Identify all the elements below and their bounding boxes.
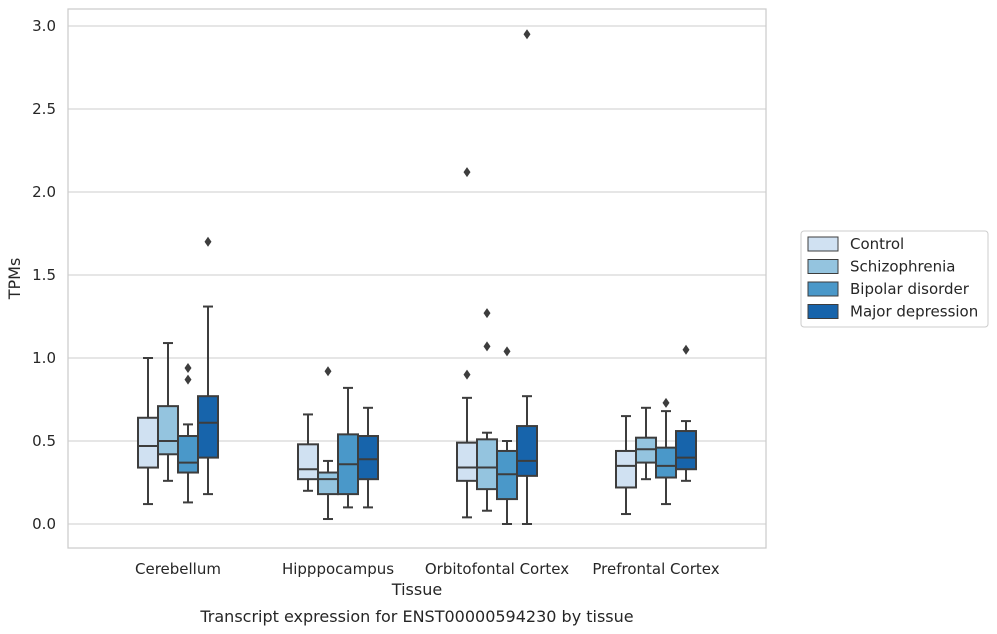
x-tick-labels: Cerebellum Hipppocampus Orbitofontal Corte…	[135, 560, 720, 578]
legend-item: Control	[807, 235, 904, 253]
legend-item: Schizophrenia	[807, 258, 955, 276]
chart-caption: Transcript expression for ENST0000059423…	[199, 607, 633, 626]
outlier-point	[483, 308, 491, 319]
legend-swatch	[807, 281, 839, 297]
box	[615, 415, 637, 516]
series-bipolar-disorder	[177, 346, 677, 525]
box	[476, 308, 498, 512]
outlier-point	[463, 369, 471, 380]
box-body	[516, 425, 538, 477]
box-body	[297, 443, 319, 481]
box	[317, 366, 339, 521]
legend-label: Major depression	[850, 303, 978, 321]
y-tick-labels: 0.0 0.5 1.0 1.5 2.0 2.5 3.0	[32, 17, 56, 533]
y-tick-label: 2.5	[32, 100, 56, 118]
box	[157, 342, 179, 482]
legend-label: Schizophrenia	[850, 258, 955, 276]
legend: Control Schizophrenia Bipolar disorder Majo…	[800, 230, 989, 328]
outlier-point	[463, 167, 471, 178]
box	[337, 386, 359, 509]
y-tick-label: 1.0	[32, 349, 56, 367]
y-axis-label: TPMs	[5, 258, 24, 301]
box	[516, 29, 538, 525]
box-body	[476, 438, 498, 491]
box-body	[137, 416, 159, 469]
y-tick-label: 0.0	[32, 515, 56, 533]
box-body	[675, 430, 697, 471]
outlier-point	[324, 366, 332, 377]
box-body	[357, 435, 379, 481]
box	[635, 406, 657, 481]
y-tick-label: 2.0	[32, 183, 56, 201]
box	[177, 362, 199, 504]
box-body	[456, 441, 478, 482]
x-tick-label: Orbitofontal Cortex	[425, 560, 569, 578]
box	[357, 406, 379, 509]
box	[655, 397, 677, 506]
series-control	[137, 167, 637, 519]
legend-item: Major depression	[807, 303, 978, 321]
outlier-point	[184, 362, 192, 373]
x-tick-label: Cerebellum	[135, 560, 221, 578]
outlier-point	[184, 374, 192, 385]
box	[197, 236, 219, 496]
box-body	[177, 435, 199, 474]
series-major-depression	[197, 29, 697, 525]
outlier-point	[682, 344, 690, 355]
outlier-point	[503, 346, 511, 357]
y-tick-label: 3.0	[32, 17, 56, 35]
box-body	[157, 405, 179, 456]
outlier-point	[483, 341, 491, 352]
plot-area-frame	[67, 8, 767, 549]
legend-swatch	[807, 236, 839, 252]
box-body	[615, 449, 637, 489]
x-axis-label: Tissue	[391, 580, 442, 599]
legend-swatch	[807, 304, 839, 319]
box	[675, 344, 697, 482]
box	[297, 413, 319, 492]
legend-label: Bipolar disorder	[850, 280, 970, 298]
outlier-point	[204, 236, 212, 247]
legend-frame	[800, 230, 989, 328]
box-body	[317, 471, 339, 496]
box-body	[655, 446, 677, 479]
box	[496, 346, 518, 525]
y-tick-label: 0.5	[32, 432, 56, 450]
box	[137, 357, 159, 506]
box-body	[197, 395, 219, 459]
box-series	[137, 29, 697, 525]
outlier-point	[662, 397, 670, 408]
box	[456, 167, 478, 519]
legend-item: Bipolar disorder	[807, 280, 970, 298]
x-tick-label: Prefrontal Cortex	[592, 560, 719, 578]
legend-swatch	[807, 259, 839, 274]
outlier-point	[523, 29, 531, 40]
legend-label: Control	[850, 235, 904, 253]
y-tick-label: 1.5	[32, 266, 56, 284]
x-tick-label: Hipppocampus	[282, 560, 394, 578]
series-schizophrenia	[157, 308, 657, 521]
